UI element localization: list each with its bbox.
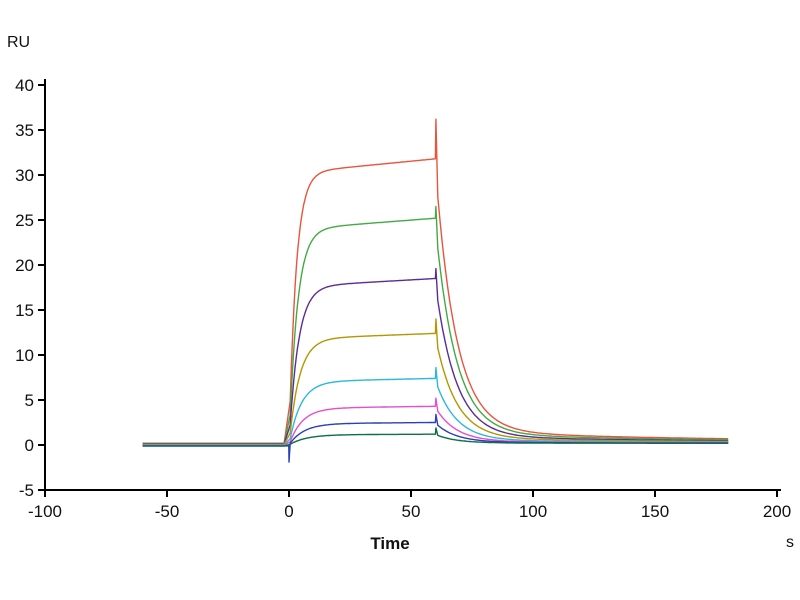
series-conc-1-highest xyxy=(142,118,729,444)
x-tick-label: -100 xyxy=(28,502,62,521)
y-tick-label: 35 xyxy=(15,121,34,140)
y-tick-label: 0 xyxy=(25,436,34,455)
series-conc-3 xyxy=(142,267,729,445)
x-tick-label: 100 xyxy=(519,502,547,521)
x-tick-label: -50 xyxy=(155,502,180,521)
x-tick-label: 150 xyxy=(641,502,669,521)
x-axis-title: Time xyxy=(370,534,410,553)
series-conc-4 xyxy=(142,318,729,446)
y-tick-label: 10 xyxy=(15,346,34,365)
y-tick-label: 5 xyxy=(25,391,34,410)
x-tick-label: 50 xyxy=(402,502,421,521)
y-tick-label: 30 xyxy=(15,166,34,185)
y-tick-label: 15 xyxy=(15,301,34,320)
series-conc-2 xyxy=(142,205,729,445)
y-tick-label: 40 xyxy=(15,76,34,95)
series-conc-8-lowest xyxy=(142,427,729,447)
x-axis-unit-label: s xyxy=(786,534,794,551)
x-tick-label: 0 xyxy=(284,502,293,521)
y-tick-label: -5 xyxy=(19,481,34,500)
x-tick-label: 200 xyxy=(763,502,791,521)
y-tick-label: 20 xyxy=(15,256,34,275)
y-axis-unit-label: RU xyxy=(7,34,31,51)
y-tick-label: 25 xyxy=(15,211,34,230)
